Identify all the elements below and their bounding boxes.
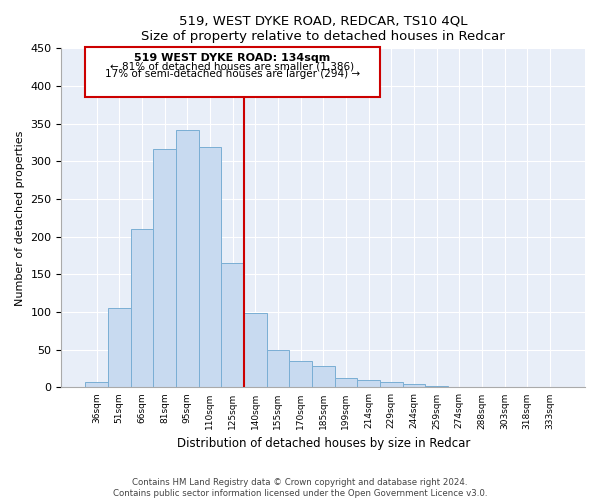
Bar — [289, 361, 312, 388]
Bar — [403, 384, 425, 388]
Bar — [470, 386, 493, 388]
Bar — [131, 229, 153, 388]
Bar — [199, 147, 221, 388]
Bar — [244, 313, 266, 388]
Bar — [357, 380, 380, 388]
Y-axis label: Number of detached properties: Number of detached properties — [15, 130, 25, 306]
Bar — [153, 148, 176, 388]
Bar — [85, 382, 108, 388]
Title: 519, WEST DYKE ROAD, REDCAR, TS10 4QL
Size of property relative to detached hous: 519, WEST DYKE ROAD, REDCAR, TS10 4QL Si… — [142, 15, 505, 43]
Bar — [448, 386, 470, 388]
X-axis label: Distribution of detached houses by size in Redcar: Distribution of detached houses by size … — [176, 437, 470, 450]
Text: 17% of semi-detached houses are larger (294) →: 17% of semi-detached houses are larger (… — [105, 70, 360, 80]
Bar — [312, 366, 335, 388]
Bar — [266, 350, 289, 388]
Text: ← 81% of detached houses are smaller (1,386): ← 81% of detached houses are smaller (1,… — [110, 61, 355, 71]
FancyBboxPatch shape — [85, 47, 380, 98]
Text: 519 WEST DYKE ROAD: 134sqm: 519 WEST DYKE ROAD: 134sqm — [134, 53, 331, 63]
Bar — [108, 308, 131, 388]
Bar — [335, 378, 357, 388]
Bar — [380, 382, 403, 388]
Bar — [221, 263, 244, 388]
Text: Contains HM Land Registry data © Crown copyright and database right 2024.
Contai: Contains HM Land Registry data © Crown c… — [113, 478, 487, 498]
Bar — [425, 386, 448, 388]
Bar — [176, 130, 199, 388]
